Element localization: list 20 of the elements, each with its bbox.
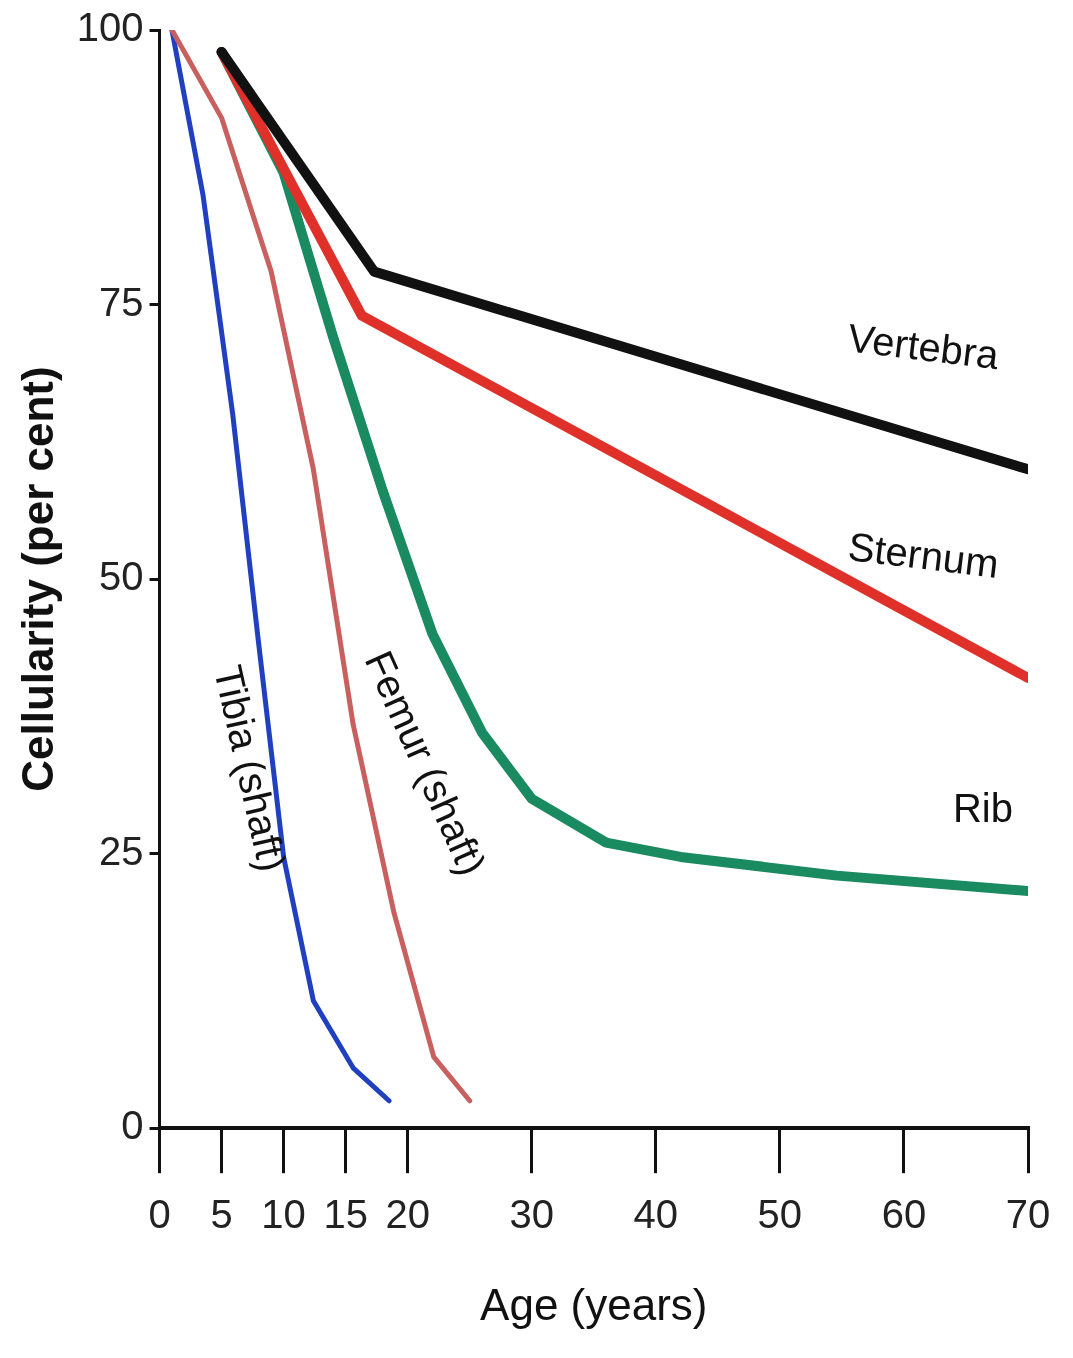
x-tick-label: 20 <box>385 1192 430 1237</box>
y-tick-label: 100 <box>76 5 144 50</box>
x-tick-label: 40 <box>633 1192 679 1237</box>
text: Tibia (shaft) <box>206 661 295 876</box>
y-tick-label: 25 <box>99 828 144 873</box>
x-tick-label: 15 <box>323 1192 368 1237</box>
x-tick-label: 60 <box>881 1192 927 1237</box>
y-tick-label: 75 <box>99 279 144 324</box>
x-tick-label: 10 <box>261 1192 306 1237</box>
x-tick-label: 30 <box>509 1192 554 1237</box>
text: Sternum <box>845 524 1002 586</box>
x-axis-title: Age (years) <box>480 1279 708 1329</box>
x-tick-label: 70 <box>1005 1192 1051 1237</box>
x-tick-label: 50 <box>757 1192 803 1237</box>
x-tick-label: 5 <box>210 1192 233 1237</box>
y-tick-label: 0 <box>121 1103 144 1148</box>
text: Vertebra <box>845 315 1002 378</box>
series-label: Rib <box>952 786 1014 831</box>
y-tick-label: 50 <box>99 554 144 599</box>
y-axis-title: Cellularity (per cent) <box>12 366 62 792</box>
